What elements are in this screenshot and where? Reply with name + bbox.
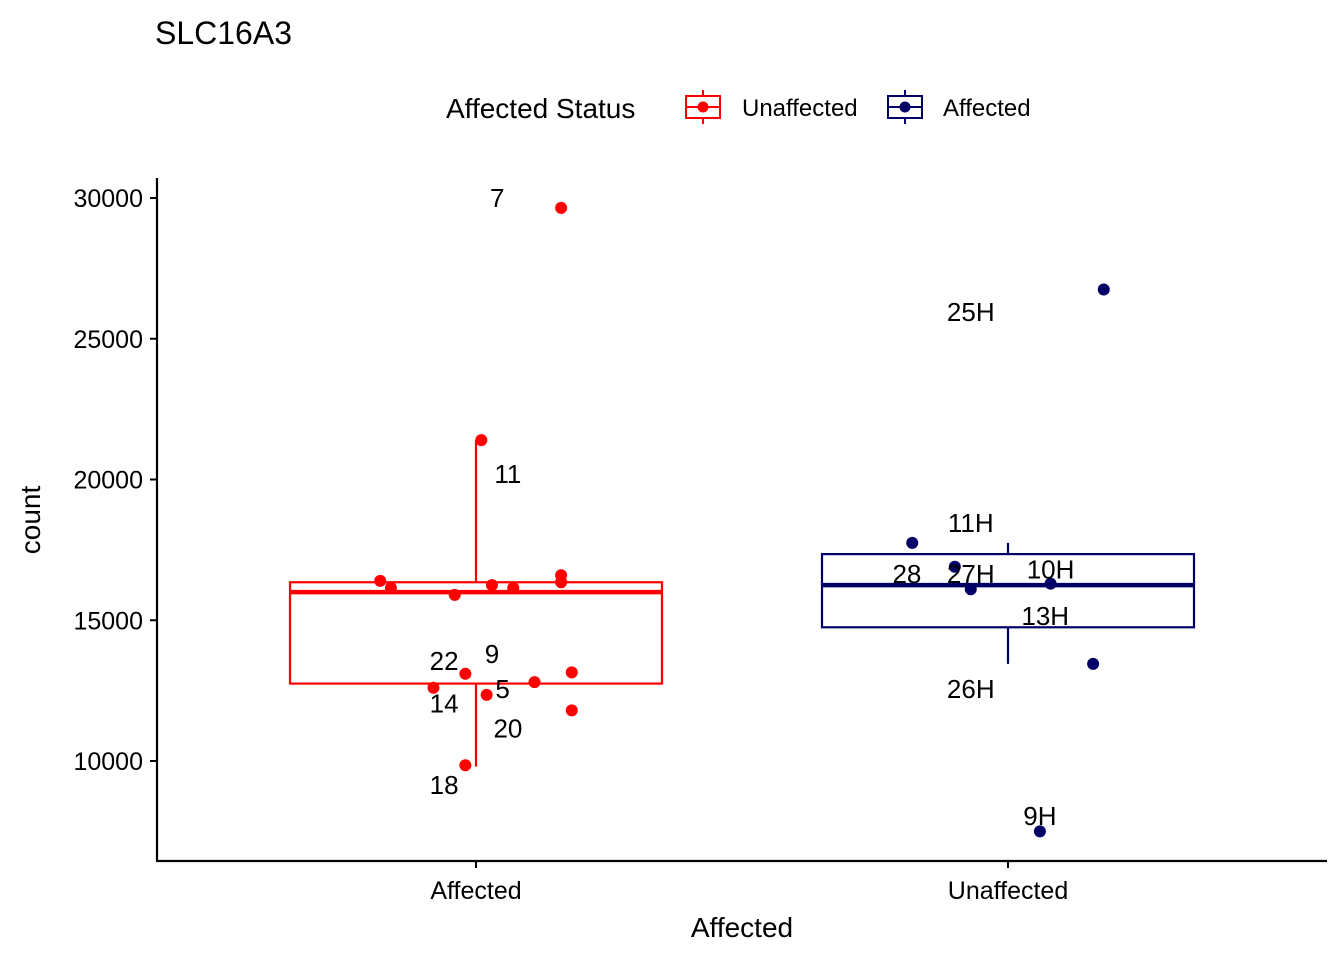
legend-key-point [899,101,911,113]
legend-label-unaffected: Unaffected [742,95,858,122]
data-point [1097,283,1110,296]
data-point [475,434,488,447]
data-point [565,666,578,679]
data-point [485,579,498,592]
x-tick-label: Unaffected [948,877,1068,905]
point-label: 22 [430,646,459,676]
y-tick-label: 15000 [73,607,143,635]
point-label: 5 [495,674,509,704]
data-point [507,581,520,594]
x-axis-title: Affected [691,912,793,943]
point-label: 9 [485,639,499,669]
legend-entry-affected: Affected [887,90,1031,124]
plot-area: 7 11 22 9 5 14 20 18 25H 11H 28 27H 10H 13H 26H 9H [288,183,1196,838]
y-tick-label: 20000 [73,467,143,495]
point-label: 7 [490,183,504,213]
axes: 10000 15000 20000 25000 30000 Affected Unaffec… [73,178,1327,905]
y-tick-label: 30000 [73,185,143,213]
x-tick-label: Affected [430,877,521,905]
data-point [374,574,387,587]
data-point [384,581,397,594]
point-label: 13H [1021,601,1069,631]
point-label: 14 [430,688,459,718]
point-label: 28 [892,559,921,589]
point-label: 18 [430,770,459,800]
point-label: 9H [1023,801,1056,831]
data-point [459,667,472,680]
data-point [1033,825,1046,838]
data-point [480,688,493,701]
point-label: 26H [947,674,995,704]
y-axis-title: count [15,486,46,555]
data-point [555,576,568,589]
point-label: 20 [493,714,522,744]
data-point [1044,577,1057,590]
legend-key-point [697,101,709,113]
point-label: 25H [947,297,995,327]
point-label: 10H [1027,555,1075,585]
box-affected [288,581,664,685]
point-label: 11H [948,508,994,538]
legend-title: Affected Status [446,93,635,124]
data-point [565,704,578,717]
y-tick-label: 25000 [73,326,143,354]
data-point [948,560,961,573]
chart-title: SLC16A3 [155,15,292,51]
data-point [555,201,568,214]
data-point [448,588,461,601]
data-point [1087,657,1100,670]
legend-entry-unaffected: Unaffected [685,90,858,124]
data-point [964,583,977,596]
y-tick-label: 10000 [73,748,143,776]
point-label: 11 [494,459,521,489]
box-unaffected [820,552,1196,629]
data-point [906,536,919,549]
data-point [528,676,541,689]
point-label: 27H [947,559,995,589]
legend: Affected Status Unaffected Affected [446,90,1031,124]
legend-label-affected: Affected [943,95,1031,122]
data-point [427,681,440,694]
data-point [459,759,472,772]
